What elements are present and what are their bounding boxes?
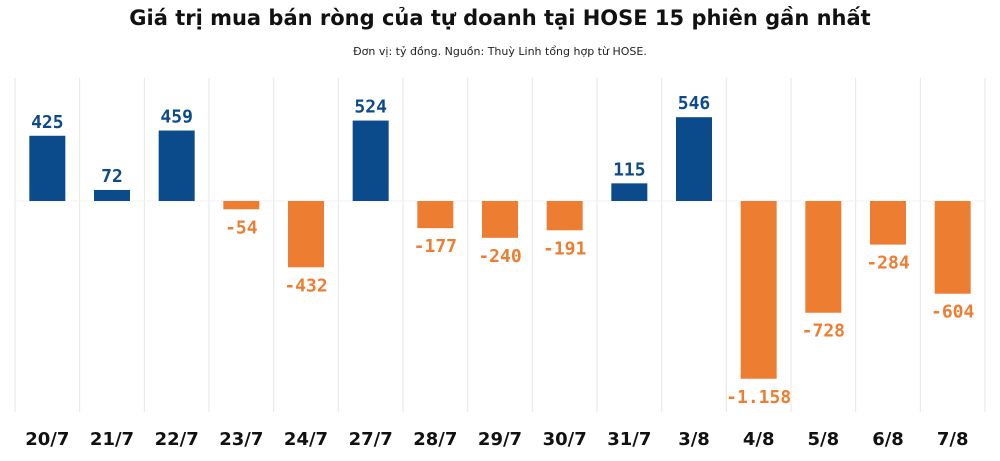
- category-label: 20/7: [25, 429, 69, 450]
- data-label: 72: [101, 166, 123, 187]
- category-label: 30/7: [543, 429, 587, 450]
- bar: [870, 201, 906, 245]
- data-label: -54: [225, 217, 258, 238]
- data-label: -1.158: [726, 387, 791, 408]
- bar: [934, 201, 971, 294]
- category-label: 28/7: [413, 429, 457, 450]
- data-label: -604: [931, 302, 975, 323]
- category-label: 21/7: [90, 429, 134, 450]
- category-label: 29/7: [478, 429, 522, 450]
- data-label: -191: [543, 238, 586, 259]
- bar: [352, 120, 389, 201]
- chart-subtitle: Đơn vị: tỷ đồng. Nguồn: Thuỳ Linh tổng h…: [353, 45, 647, 58]
- category-label: 4/8: [743, 429, 775, 450]
- category-label: 7/8: [937, 429, 969, 450]
- bar: [223, 201, 260, 210]
- chart-title: Giá trị mua bán ròng của tự doanh tại HO…: [129, 6, 871, 30]
- data-label: -240: [478, 246, 521, 267]
- category-label: 3/8: [678, 429, 710, 450]
- bar: [417, 201, 454, 229]
- data-label: 459: [160, 107, 193, 128]
- category-label: 31/7: [607, 429, 651, 450]
- bar: [482, 201, 518, 238]
- category-label: 22/7: [155, 429, 199, 450]
- bar: [740, 201, 777, 379]
- category-label: 23/7: [219, 429, 263, 450]
- data-label: 546: [678, 93, 711, 114]
- bar: [805, 201, 842, 313]
- data-label: 115: [613, 159, 646, 180]
- bar: [546, 201, 583, 231]
- bar: [29, 135, 66, 201]
- data-label: 524: [354, 97, 387, 118]
- data-label: -728: [802, 321, 845, 342]
- bar: [611, 183, 648, 201]
- data-label: 425: [31, 112, 64, 133]
- data-label: -284: [866, 253, 910, 274]
- bar: [676, 117, 712, 201]
- data-label: -432: [284, 275, 327, 296]
- data-label: -177: [414, 236, 457, 257]
- category-label: 5/8: [808, 429, 840, 450]
- bar: [158, 130, 195, 201]
- category-label: 27/7: [349, 429, 393, 450]
- bar: [288, 201, 324, 268]
- bar: [94, 189, 130, 201]
- category-label: 24/7: [284, 429, 328, 450]
- category-label: 6/8: [872, 429, 904, 450]
